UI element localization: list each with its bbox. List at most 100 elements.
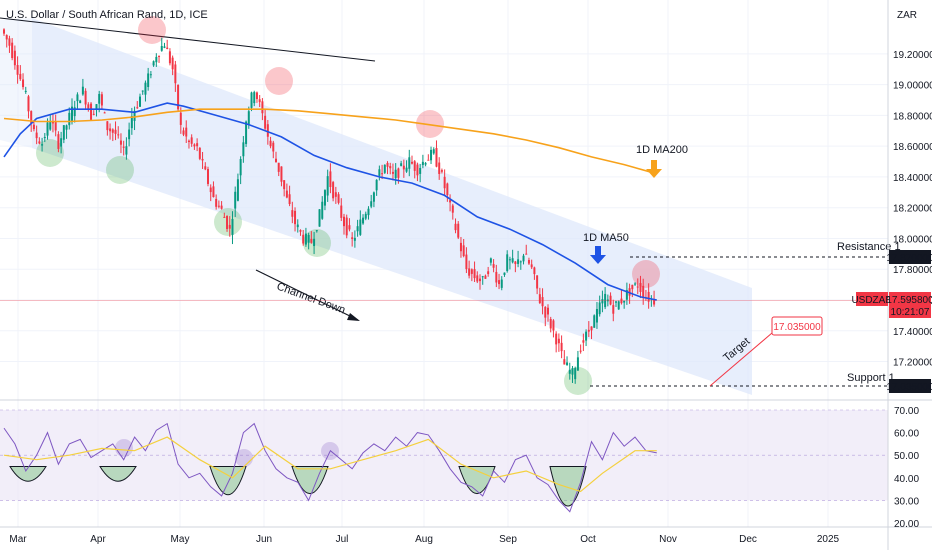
candle-body bbox=[71, 106, 73, 123]
candle-body bbox=[345, 217, 348, 236]
candle-body bbox=[106, 121, 109, 131]
candle-body bbox=[593, 315, 596, 328]
candle-body bbox=[130, 116, 133, 129]
candle-body bbox=[264, 115, 267, 129]
candle-body bbox=[109, 128, 112, 132]
candle-body bbox=[541, 297, 544, 307]
candle-body bbox=[95, 104, 98, 110]
candle-body bbox=[245, 121, 248, 144]
candle-body bbox=[419, 167, 422, 174]
candle-body bbox=[519, 261, 522, 263]
candle-body bbox=[16, 65, 19, 75]
time-tick-label: Apr bbox=[90, 534, 106, 545]
candle-body bbox=[468, 268, 471, 276]
candle-body bbox=[435, 148, 438, 167]
rsi-tick-label: 20.00 bbox=[894, 519, 919, 530]
candle-body bbox=[122, 146, 125, 148]
candle-body bbox=[514, 261, 517, 265]
candle-body bbox=[566, 362, 569, 366]
candle-body bbox=[307, 234, 310, 243]
candle-body bbox=[421, 161, 424, 165]
candle-body bbox=[49, 121, 52, 130]
candle-body bbox=[334, 192, 337, 197]
candle-body bbox=[465, 254, 468, 270]
candle-body bbox=[296, 224, 299, 228]
candle-body bbox=[479, 278, 481, 282]
candle-body bbox=[568, 369, 571, 374]
time-tick-label: May bbox=[171, 534, 190, 545]
chart-title: U.S. Dollar / South African Rand, 1D, IC… bbox=[6, 9, 208, 21]
candle-body bbox=[492, 264, 495, 268]
candle-body bbox=[236, 179, 239, 201]
candle-body bbox=[84, 90, 87, 105]
candle-body bbox=[653, 298, 656, 305]
candle-body bbox=[323, 190, 326, 206]
candle-body bbox=[424, 163, 427, 165]
candle-body bbox=[631, 284, 634, 290]
candle-body bbox=[201, 158, 204, 161]
candle-body bbox=[451, 205, 454, 213]
candle-body bbox=[76, 94, 79, 102]
candles bbox=[3, 28, 656, 384]
candle-body bbox=[242, 142, 245, 157]
candle-body bbox=[628, 288, 631, 296]
resistance-pivot-circle bbox=[138, 16, 166, 44]
candle-body bbox=[220, 205, 223, 209]
candle-body bbox=[547, 307, 549, 315]
candle-body bbox=[386, 162, 389, 167]
candle-body bbox=[495, 271, 498, 283]
candle-body bbox=[356, 226, 359, 232]
candle-body bbox=[343, 216, 345, 227]
candle-body bbox=[549, 318, 552, 329]
candle-body bbox=[204, 166, 207, 170]
candle-body bbox=[536, 275, 539, 289]
candle-body bbox=[405, 167, 408, 172]
candle-body bbox=[234, 191, 237, 209]
candle-body bbox=[370, 201, 373, 207]
candle-body bbox=[258, 99, 261, 103]
candle-body bbox=[231, 218, 234, 235]
candle-body bbox=[459, 242, 462, 252]
last-price-countdown: 10:21:07 bbox=[891, 307, 930, 318]
candle-body bbox=[57, 134, 60, 149]
candle-body bbox=[288, 194, 291, 205]
resistance-tag-text: 17.870000 bbox=[886, 253, 932, 264]
candle-body bbox=[291, 210, 294, 217]
candle-body bbox=[585, 331, 588, 341]
candle-body bbox=[198, 147, 201, 159]
candle-body bbox=[304, 233, 307, 245]
rsi-tick-label: 50.00 bbox=[894, 451, 919, 462]
rsi-pane bbox=[0, 409, 888, 513]
candle-body bbox=[60, 138, 63, 147]
candle-body bbox=[147, 73, 150, 88]
candle-body bbox=[411, 161, 413, 164]
candle-body bbox=[391, 171, 394, 174]
candle-body bbox=[168, 51, 171, 64]
candle-body bbox=[3, 29, 5, 34]
resistance-tag bbox=[889, 250, 931, 264]
candle-body bbox=[269, 140, 272, 147]
support-pivot-circle bbox=[36, 139, 64, 167]
candle-body bbox=[538, 294, 541, 303]
candle-body bbox=[27, 96, 30, 112]
candle-body bbox=[438, 162, 441, 174]
time-tick-label: 2025 bbox=[817, 534, 840, 545]
support-label: Support 1 bbox=[847, 372, 895, 384]
target-box bbox=[771, 316, 823, 336]
candle-body bbox=[416, 164, 419, 176]
channel-left-edge bbox=[0, 18, 32, 148]
candle-body bbox=[375, 179, 378, 191]
candle-body bbox=[226, 215, 229, 230]
candle-body bbox=[313, 238, 316, 247]
candle-body bbox=[103, 112, 106, 114]
candle-body bbox=[35, 132, 38, 139]
candle-body bbox=[152, 61, 155, 66]
candle-body bbox=[87, 104, 90, 109]
candle-body bbox=[277, 162, 280, 172]
currency-label: ZAR bbox=[897, 10, 917, 21]
price-tick-label: 18.600000 bbox=[893, 142, 932, 153]
candle-body bbox=[430, 149, 433, 161]
last-price-value: 17.595800 bbox=[886, 295, 932, 306]
